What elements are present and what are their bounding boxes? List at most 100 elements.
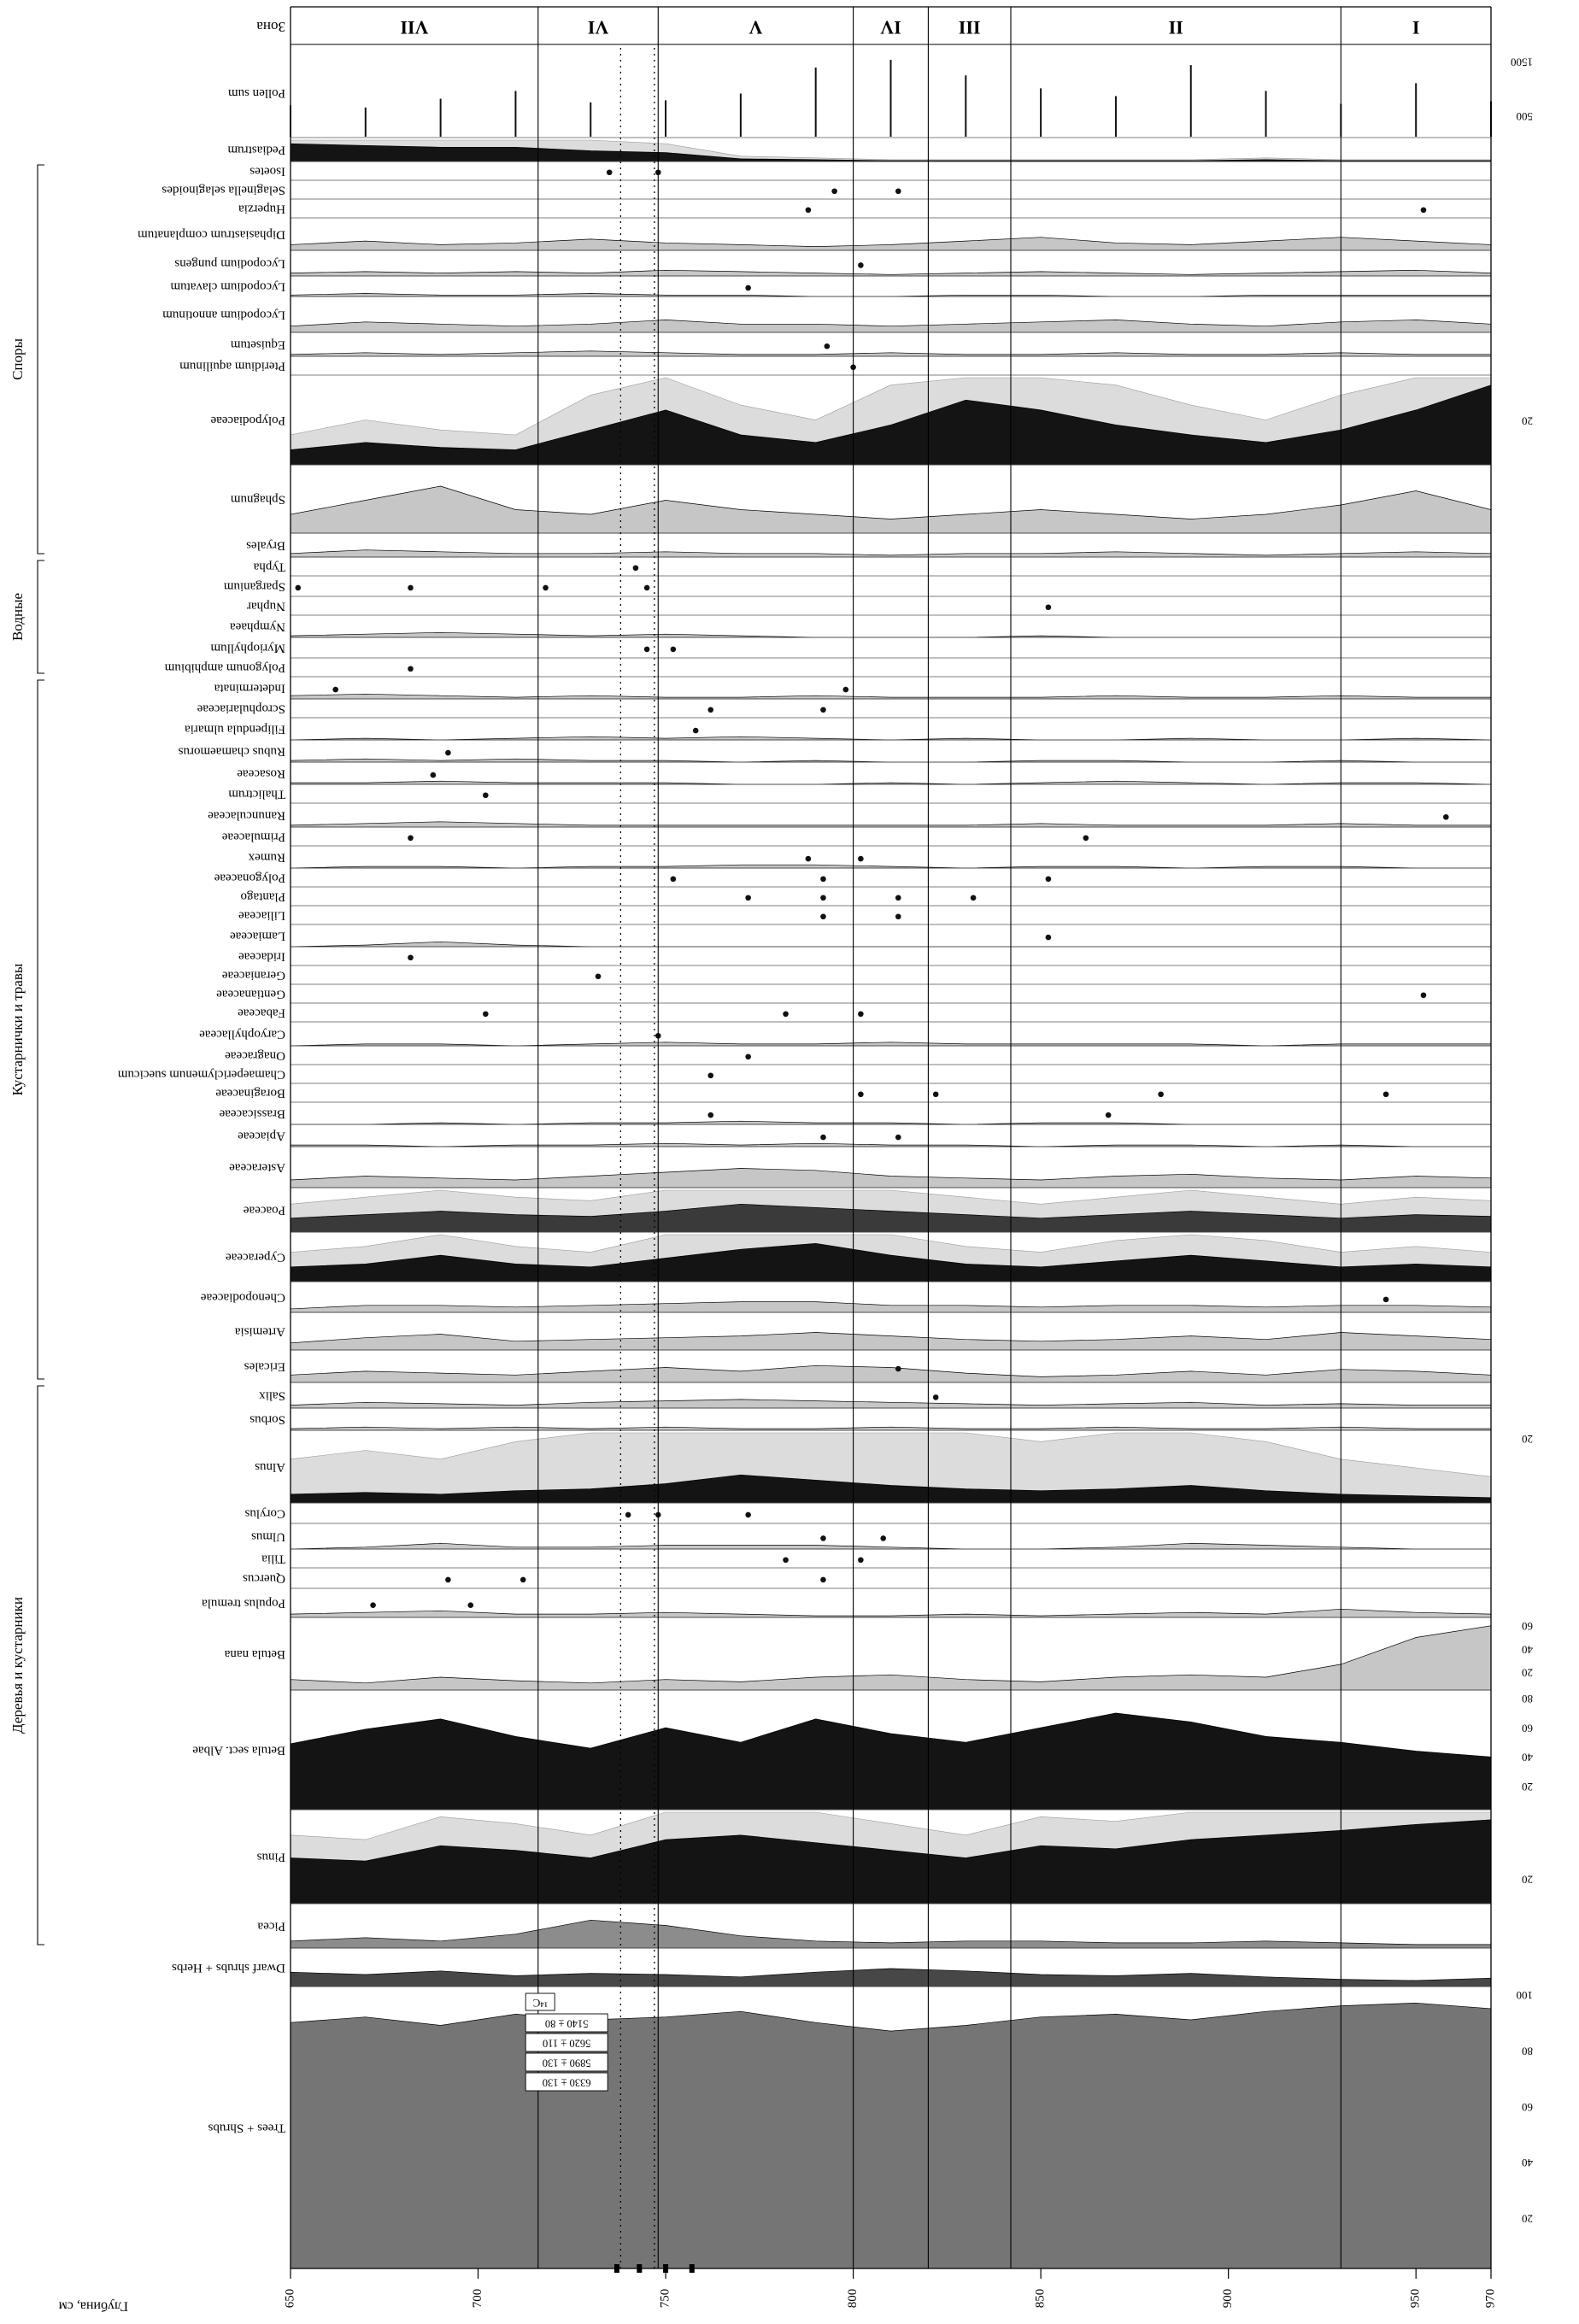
taxon-label-dwarf-shrubs-herbs: Dwarf shrubs + Herbs	[172, 1961, 285, 1975]
taxon-label-apiaceae: Apiaceae	[238, 1130, 285, 1143]
c14-date-tick	[689, 2264, 695, 2273]
occurrence-dot	[831, 188, 837, 195]
c14-date-box	[525, 2013, 608, 2033]
taxon-label-alnus: Alnus	[255, 1460, 285, 1474]
occurrence-dot	[745, 895, 751, 901]
taxon-label-bryales: Bryales	[246, 539, 285, 553]
group-label-кустарнички-и-травы: Кустарнички и травы	[9, 963, 26, 1095]
occurrence-dot	[1045, 934, 1052, 941]
occurrence-dot	[858, 1557, 864, 1564]
taxon-label-chenopodiaceae: Chenopodiaceae	[201, 1291, 285, 1305]
occurrence-dot	[858, 855, 864, 862]
occurrence-dot	[707, 1112, 714, 1118]
depth-tick-label: 900	[1221, 2289, 1235, 2309]
occurrence-dot	[820, 1535, 826, 1541]
occurrence-dot	[858, 262, 864, 268]
c14-date-label: 6330 ± 130	[543, 2077, 591, 2089]
scale-tick-label: 40	[1522, 1752, 1533, 1764]
group-bracket	[37, 679, 44, 1380]
taxon-label-gentianaceae: Gentianaceae	[216, 988, 285, 1001]
occurrence-dot	[858, 1091, 864, 1098]
occurrence-dot	[932, 1091, 939, 1098]
occurrence-dot	[820, 913, 826, 920]
depth-axis-title: Глубина, см	[59, 2298, 128, 2313]
depth-tick-label: 950	[1409, 2289, 1423, 2309]
zone-label-v: V	[748, 17, 762, 38]
occurrence-dot	[1382, 1091, 1389, 1098]
taxon-label-sparganium: Sparganium	[223, 580, 285, 594]
occurrence-dot	[1045, 876, 1052, 883]
occurrence-dot	[858, 1011, 864, 1018]
scale-tick-label: 60	[1522, 1620, 1533, 1633]
taxon-label-pollen-sum: Pollen sum	[228, 86, 285, 100]
taxon-label-liliaceae: Liliaceae	[238, 909, 285, 923]
occurrence-dot	[670, 646, 677, 653]
occurrence-dot	[1382, 1296, 1389, 1303]
taxon-label-ranunculaceae: Ranunculaceae	[208, 809, 285, 823]
occurrence-dot	[824, 343, 831, 349]
c14-label: ¹⁴C	[533, 1997, 548, 2010]
occurrence-dot	[408, 666, 414, 672]
taxon-label-betula-nana: Betula nana	[224, 1647, 285, 1661]
occurrence-dot	[820, 1134, 826, 1141]
depth-tick-label: 850	[1034, 2289, 1048, 2309]
occurrence-dot	[745, 285, 751, 291]
scale-tick-label: 20	[1522, 415, 1533, 428]
taxon-label-sphagnum: Sphagnum	[231, 493, 286, 507]
occurrence-dot	[880, 1535, 887, 1541]
occurrence-dot	[805, 855, 812, 862]
taxon-label-salix: Salix	[259, 1389, 285, 1403]
zone-label-iii: III	[959, 17, 981, 38]
occurrence-dot	[1105, 1112, 1112, 1118]
occurrence-dot	[1083, 835, 1089, 842]
occurrence-dot	[842, 686, 849, 693]
occurrence-dot	[1420, 207, 1427, 214]
taxon-label-iridaceae: Iridaceae	[238, 950, 285, 964]
taxon-label-typha: Typha	[253, 560, 285, 574]
scale-tick-label: 20	[1522, 2213, 1533, 2226]
occurrence-dot	[295, 584, 302, 591]
taxon-label-brassicaceae: Brassicaceae	[219, 1107, 285, 1121]
scale-tick-label: 100	[1517, 1989, 1534, 2002]
scale-tick-label: 20	[1522, 1781, 1533, 1793]
taxon-label-poaceae: Poaceae	[244, 1204, 285, 1218]
scale-tick-label: 20	[1522, 1667, 1533, 1680]
depth-tick-label: 800	[846, 2289, 860, 2309]
occurrence-dot	[692, 727, 699, 734]
occurrence-dot	[895, 895, 901, 901]
occurrence-dot	[895, 1365, 901, 1372]
taxon-label-nymphaea: Nymphaea	[230, 620, 285, 634]
occurrence-dot	[1443, 813, 1449, 820]
scale-tick-label: 40	[1522, 1643, 1533, 1656]
occurrence-dot	[332, 686, 338, 693]
c14-date-tick	[637, 2264, 643, 2273]
taxon-label-tilia: Tilia	[261, 1552, 285, 1566]
taxon-label-lycopodium-annotinum: Lycopodium annotinum	[162, 308, 285, 322]
taxon-label-fabaceae: Fabaceae	[238, 1006, 285, 1020]
group-bracket	[37, 164, 44, 555]
zone-label-ii: II	[1169, 17, 1183, 38]
occurrence-dot	[783, 1011, 789, 1018]
c14-date-tick	[613, 2264, 619, 2273]
taxon-label-sorbus: Sorbus	[249, 1413, 285, 1427]
taxon-label-pteridium-aquilinum: Pteridium aquilinum	[179, 360, 285, 373]
taxon-label-lamiaceae: Lamiaceae	[230, 930, 285, 943]
occurrence-dot	[643, 584, 650, 591]
taxon-label-ulmus: Ulmus	[251, 1530, 285, 1544]
zone-label-vi: VI	[588, 17, 608, 38]
c14-date-label: 5620 ± 110	[543, 2038, 590, 2050]
occurrence-dot	[595, 973, 602, 980]
taxon-label-primulaceae: Primulaceae	[222, 830, 285, 844]
zone-label-vii: VII	[400, 17, 428, 38]
taxon-label-populus-tremula: Populus tremula	[202, 1597, 285, 1611]
occurrence-dot	[820, 707, 826, 713]
scale-tick-label: 1500	[1511, 56, 1533, 68]
occurrence-dot	[643, 646, 650, 653]
zone-label-i: I	[1412, 17, 1420, 38]
zone-axis-label: Зона	[256, 19, 285, 35]
c14-date-tick	[663, 2264, 669, 2273]
occurrence-dot	[932, 1394, 939, 1400]
occurrence-dot	[632, 565, 639, 572]
